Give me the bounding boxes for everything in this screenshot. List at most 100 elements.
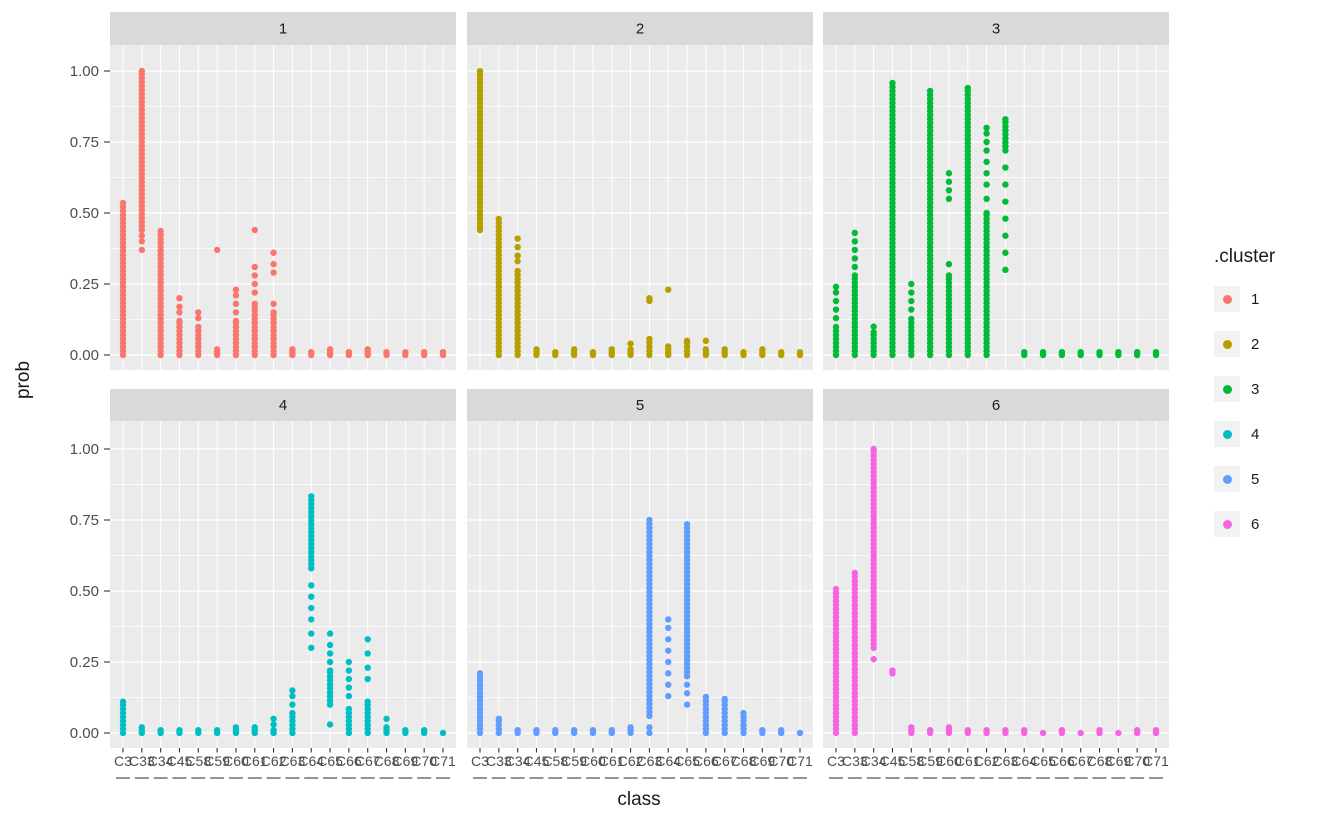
data-point bbox=[270, 309, 277, 316]
legend-dot bbox=[1222, 294, 1232, 304]
points-column-C65 bbox=[683, 521, 691, 708]
data-point bbox=[665, 343, 672, 350]
data-point bbox=[138, 238, 146, 245]
points-column-C67 bbox=[364, 636, 371, 737]
data-point bbox=[420, 726, 428, 734]
legend-key bbox=[1214, 286, 1240, 312]
x-tick-label: C33 bbox=[129, 753, 155, 769]
points-column-C68 bbox=[383, 348, 390, 359]
points-column-C58 bbox=[552, 348, 559, 359]
points-column-C61 bbox=[964, 726, 971, 737]
data-point bbox=[665, 616, 672, 623]
x-tick-label: C58 bbox=[542, 753, 568, 769]
data-point bbox=[851, 238, 859, 245]
data-point bbox=[119, 698, 127, 705]
legend-label: 4 bbox=[1251, 425, 1260, 443]
data-point bbox=[665, 647, 672, 654]
points-column-C71 bbox=[439, 729, 447, 737]
facet-strip-label: 2 bbox=[636, 21, 644, 38]
data-point bbox=[251, 280, 258, 288]
points-column-C63 bbox=[1002, 726, 1009, 737]
data-point bbox=[289, 701, 296, 708]
data-point bbox=[364, 650, 371, 657]
points-column-C62 bbox=[627, 724, 634, 737]
legend-key bbox=[1214, 511, 1240, 537]
data-point bbox=[138, 246, 146, 254]
data-point bbox=[251, 263, 258, 271]
data-point bbox=[945, 272, 953, 279]
x-tick-label: C64 bbox=[1011, 753, 1037, 769]
points-column-C69 bbox=[402, 348, 409, 359]
data-point bbox=[870, 445, 877, 453]
data-point bbox=[138, 67, 146, 75]
x-tick-label: C45 bbox=[524, 753, 550, 769]
x-tick-label: C70 bbox=[768, 753, 794, 769]
data-point bbox=[759, 726, 766, 734]
data-point bbox=[326, 630, 334, 637]
data-point bbox=[364, 698, 371, 705]
x-tick-label: C69 bbox=[1106, 753, 1132, 769]
data-point bbox=[945, 170, 953, 177]
data-point bbox=[270, 715, 277, 722]
y-tick-label: 0.50 bbox=[70, 583, 99, 600]
points-column-C70 bbox=[1133, 348, 1141, 359]
points-column-C66 bbox=[702, 693, 710, 737]
data-point bbox=[1152, 726, 1160, 734]
points-column-C68 bbox=[1096, 348, 1103, 359]
data-point bbox=[702, 346, 710, 353]
data-point bbox=[870, 329, 877, 336]
data-point bbox=[945, 724, 953, 731]
legend-dot bbox=[1222, 474, 1232, 484]
points-column-C34 bbox=[870, 445, 877, 663]
data-point bbox=[402, 726, 409, 734]
x-tick-label: C34 bbox=[861, 753, 887, 769]
points-column-C34 bbox=[157, 227, 164, 359]
facet-strip bbox=[110, 389, 456, 421]
data-point bbox=[627, 340, 634, 347]
data-point bbox=[908, 315, 915, 323]
data-point bbox=[326, 641, 334, 649]
data-point bbox=[289, 692, 296, 700]
x-tick-label: C59 bbox=[561, 753, 587, 769]
points-column-C61 bbox=[251, 226, 258, 359]
panel-background bbox=[467, 45, 813, 370]
points-column-C3 bbox=[832, 585, 840, 737]
data-point bbox=[683, 521, 691, 528]
facet-strip bbox=[110, 12, 456, 45]
data-point bbox=[232, 286, 240, 293]
points-column-C58 bbox=[195, 309, 202, 359]
data-point bbox=[1058, 348, 1066, 356]
data-point bbox=[514, 726, 521, 734]
data-point bbox=[326, 721, 334, 728]
data-point bbox=[176, 309, 183, 316]
data-point bbox=[176, 317, 183, 325]
legend-title: .cluster bbox=[1214, 246, 1276, 267]
data-point bbox=[345, 675, 353, 683]
points-column-C65 bbox=[326, 630, 334, 728]
data-point bbox=[683, 701, 691, 708]
data-point bbox=[889, 79, 896, 87]
y-tick-label: 0.00 bbox=[70, 725, 99, 742]
data-point bbox=[439, 729, 447, 737]
data-point bbox=[308, 630, 315, 637]
data-point bbox=[665, 636, 672, 643]
legend-items: 1 2 3 4 5 6 bbox=[1214, 286, 1275, 537]
data-point bbox=[213, 246, 221, 254]
x-tick-label: C34 bbox=[148, 753, 174, 769]
facet-strip-label: 3 bbox=[992, 21, 1000, 38]
data-point bbox=[589, 348, 597, 356]
data-point bbox=[926, 87, 934, 95]
legend-item-4: 4 bbox=[1214, 421, 1275, 447]
x-tick-label: C65 bbox=[1030, 753, 1056, 769]
data-point bbox=[232, 724, 240, 731]
points-column-C70 bbox=[420, 726, 428, 737]
data-point bbox=[1039, 729, 1047, 737]
data-point bbox=[439, 348, 447, 356]
data-point bbox=[383, 348, 390, 356]
points-column-C66 bbox=[1058, 348, 1066, 359]
data-point bbox=[777, 348, 785, 356]
points-column-C69 bbox=[759, 346, 766, 359]
data-point bbox=[552, 726, 559, 734]
points-column-C71 bbox=[439, 348, 447, 359]
